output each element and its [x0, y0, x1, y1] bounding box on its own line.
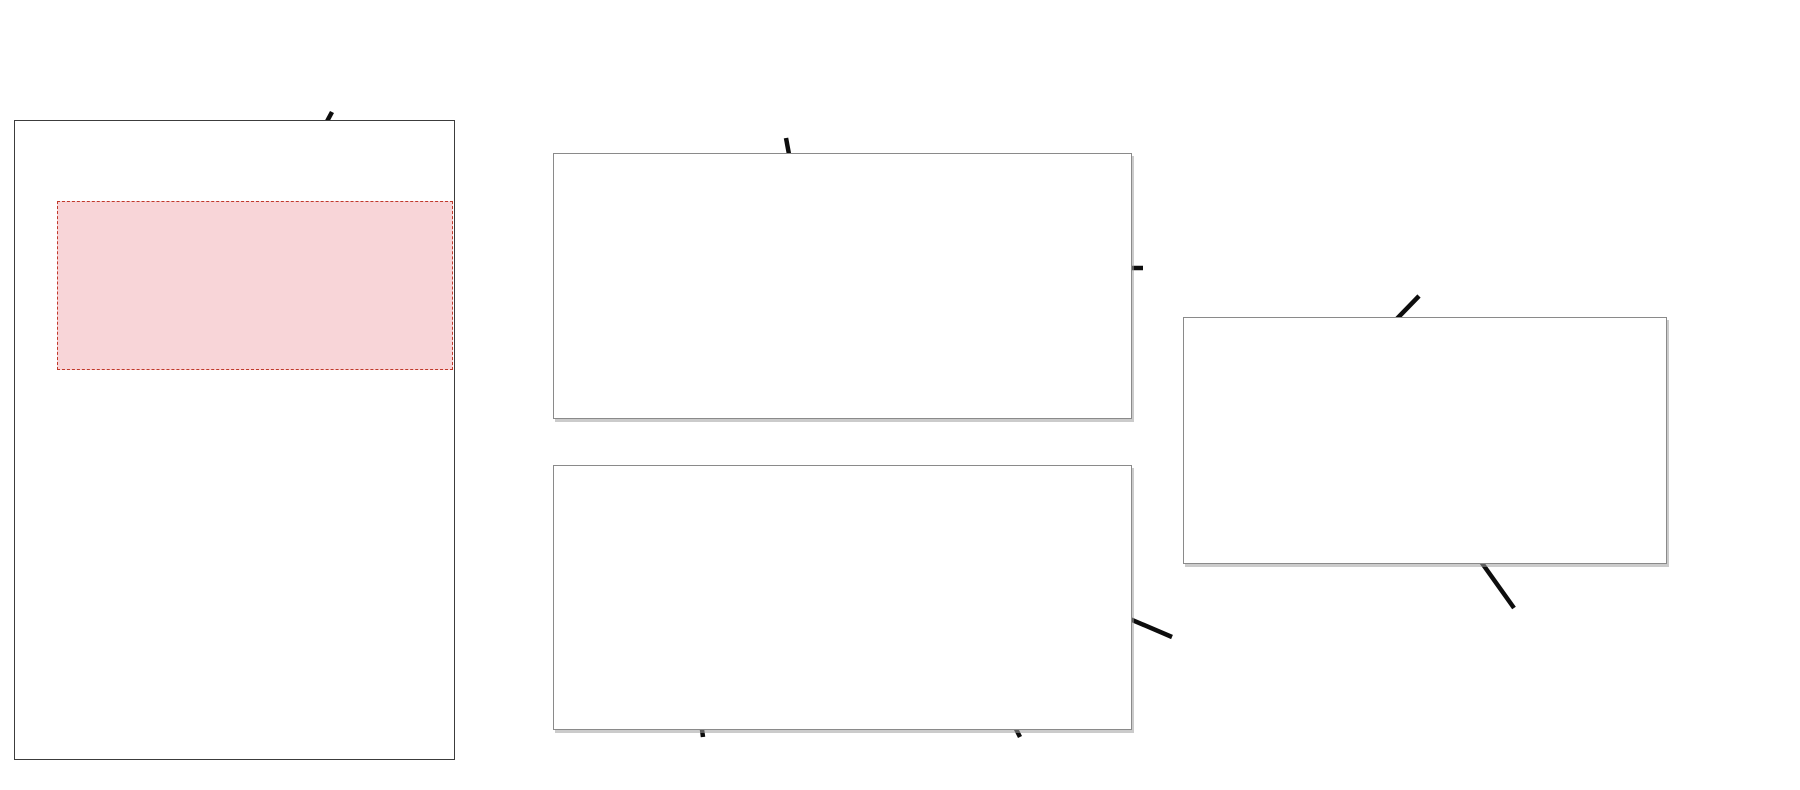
structure-bottom-table — [553, 465, 1132, 730]
detected-table-region — [57, 201, 453, 370]
body-text-right-column — [264, 389, 452, 715]
structure-top-table — [553, 153, 1132, 419]
body-text-left-column — [59, 389, 247, 715]
document-page — [14, 120, 455, 760]
functional-analysis-table — [1183, 317, 1667, 564]
